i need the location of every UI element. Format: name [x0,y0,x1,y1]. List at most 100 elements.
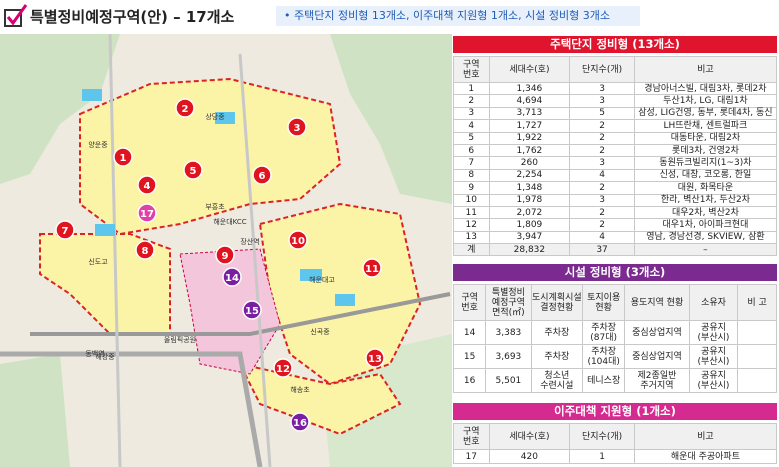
table-cell: 4 [569,230,635,245]
zone-marker-label: 2 [182,104,189,115]
table-cell: 한라, 벽산1차, 두산2차 [633,193,778,207]
table-cell: 16 [452,368,487,393]
zone-marker [135,240,155,260]
table-cell: 2,254 [488,168,571,183]
table-cell: 대우2차, 벽산2차 [633,205,778,220]
zone-marker-label: 7 [62,226,69,237]
table-cell: 3 [453,106,490,121]
table-cell: 8 [453,168,490,183]
table-title: 주택단지 정비형 (13개소) [453,36,777,53]
table-cell: 37 [569,243,635,257]
table-cell: 경남아너스빌, 대림3차, 롯데2차 [633,81,778,96]
table-cell: 중심상업지역 [624,344,690,369]
table-cell: 주차장 [530,344,584,369]
table-cell: 5,501 [485,368,532,393]
table-cell: 주차장 (87대) [582,320,626,345]
column-header: 비고 [633,56,778,83]
zone-marker [290,412,310,432]
zone-marker-label: 4 [144,181,151,192]
zone-marker-label: 10 [291,236,305,247]
table-cell [737,368,777,393]
column-header: 비 고 [737,284,777,321]
table-cell: 3,713 [488,106,571,121]
table-cell: 삼성, LIG건영, 동부, 롯데4차, 동신 [633,106,778,121]
table-cell: 1 [453,81,490,96]
table-cell: 공유지 (부산시) [688,344,739,369]
map-label: 신곡중 [310,327,330,336]
zone-marker-label: 12 [276,364,290,375]
table-cell: 주차장 (104대) [582,344,626,369]
zone-marker [137,203,157,223]
zone-marker [252,165,272,185]
table-cell: 7 [453,156,490,170]
table-cell: 주차장 [530,320,584,345]
table-cell: 1,922 [488,131,571,145]
column-header: 단지수(개) [569,56,635,83]
table-cell: LH뜨란채, 센트럴파크 [633,119,778,133]
table-cell: 테니스장 [582,368,626,393]
table-cell: 2 [453,94,490,108]
title: 특별정비예정구역(안) – 17개소 [30,8,235,26]
table-cell: 15 [452,344,487,369]
table-cell: 5 [453,131,490,145]
table-cell: 3,947 [488,230,571,245]
table: 구역 번호 세대수(호) 단지수(개) 비고 17 420 1 해운대 주공아파트 [453,423,778,464]
map-label: 상당중 [205,112,225,121]
zone-marker [365,348,385,368]
table-cell: 1,346 [488,81,571,96]
check-icon [4,4,28,27]
table-cell: 9 [453,181,490,195]
column-header: 세대수(호) [488,423,571,450]
table-cell: 1 [569,449,635,464]
zone-marker-label: 11 [365,264,379,275]
table-cell: 1,762 [488,143,571,158]
table-cell: 해운대 주공아파트 [633,449,778,464]
zone-marker [183,160,203,180]
zone-marker [273,358,293,378]
table-cell: 14 [452,320,487,345]
table-cell: 6 [453,143,490,158]
table-cell: 3,383 [485,320,532,345]
map-label: 동백역 [85,349,104,358]
table-cell: 동원듀크빌리지(1~3)차 [633,156,778,170]
table-cell: 1,978 [488,193,571,207]
table-cell: 3,693 [485,344,532,369]
zone-marker-label: 1 [120,153,127,164]
table-cell: 롯데3차, 건영2차 [633,143,778,158]
table-cell: 1,727 [488,119,571,133]
table-cell: 10 [453,193,490,207]
table-cell: 3 [569,81,635,96]
table-cell: 두산1차, LG, 대림1차 [633,94,778,108]
map-label: 양운중 [88,141,108,149]
zone-marker [288,230,308,250]
table-cell: 2 [569,205,635,220]
header: 특별정비예정구역(안) – 17개소 • 주택단지 정비형 13개소, 이주대책… [0,0,779,34]
table-cell: 2 [569,119,635,133]
table-cell: 4 [453,119,490,133]
map-label: 장산역 [240,237,259,246]
table-cell: 2 [569,218,635,232]
zone-marker-label: 3 [294,123,301,134]
table-cell: – [633,243,778,257]
zone-marker-label: 16 [293,418,307,429]
table-cell: 28,832 [488,243,571,257]
table-cell: 2 [569,181,635,195]
table-cell: 제2종일반 주거지역 [624,368,690,393]
table-cell: 청소년 수련시설 [530,368,584,393]
table-cell: 1,348 [488,181,571,195]
table-cell: 4 [569,168,635,183]
table-cell: 공유지 (부산시) [688,368,739,393]
column-header: 특별정비 예정구역 면적(㎡) [485,284,532,321]
table-cell: 17 [453,449,490,464]
zone-marker-label: 14 [225,273,239,284]
map-label: 해운대KCC [213,217,246,226]
housing-table: 주택단지 정비형 (13개소) 구역 번호 세대수(호) 단지수(개) 비고 1 1,346… [453,36,778,257]
map-label: 신도고 [88,257,108,266]
table: 구역 번호 세대수(호) 단지수(개) 비고 1 1,346 3 경남아너스빌, 대림3차, … [453,56,778,257]
table-cell: 2,072 [488,205,571,220]
column-header: 비고 [633,423,778,450]
summary: • 주택단지 정비형 13개소, 이주대책 지원형 1개소, 시설 정비형 3개… [276,6,640,26]
table-cell: 공유지 (부산시) [688,320,739,345]
column-header: 세대수(호) [488,56,571,83]
